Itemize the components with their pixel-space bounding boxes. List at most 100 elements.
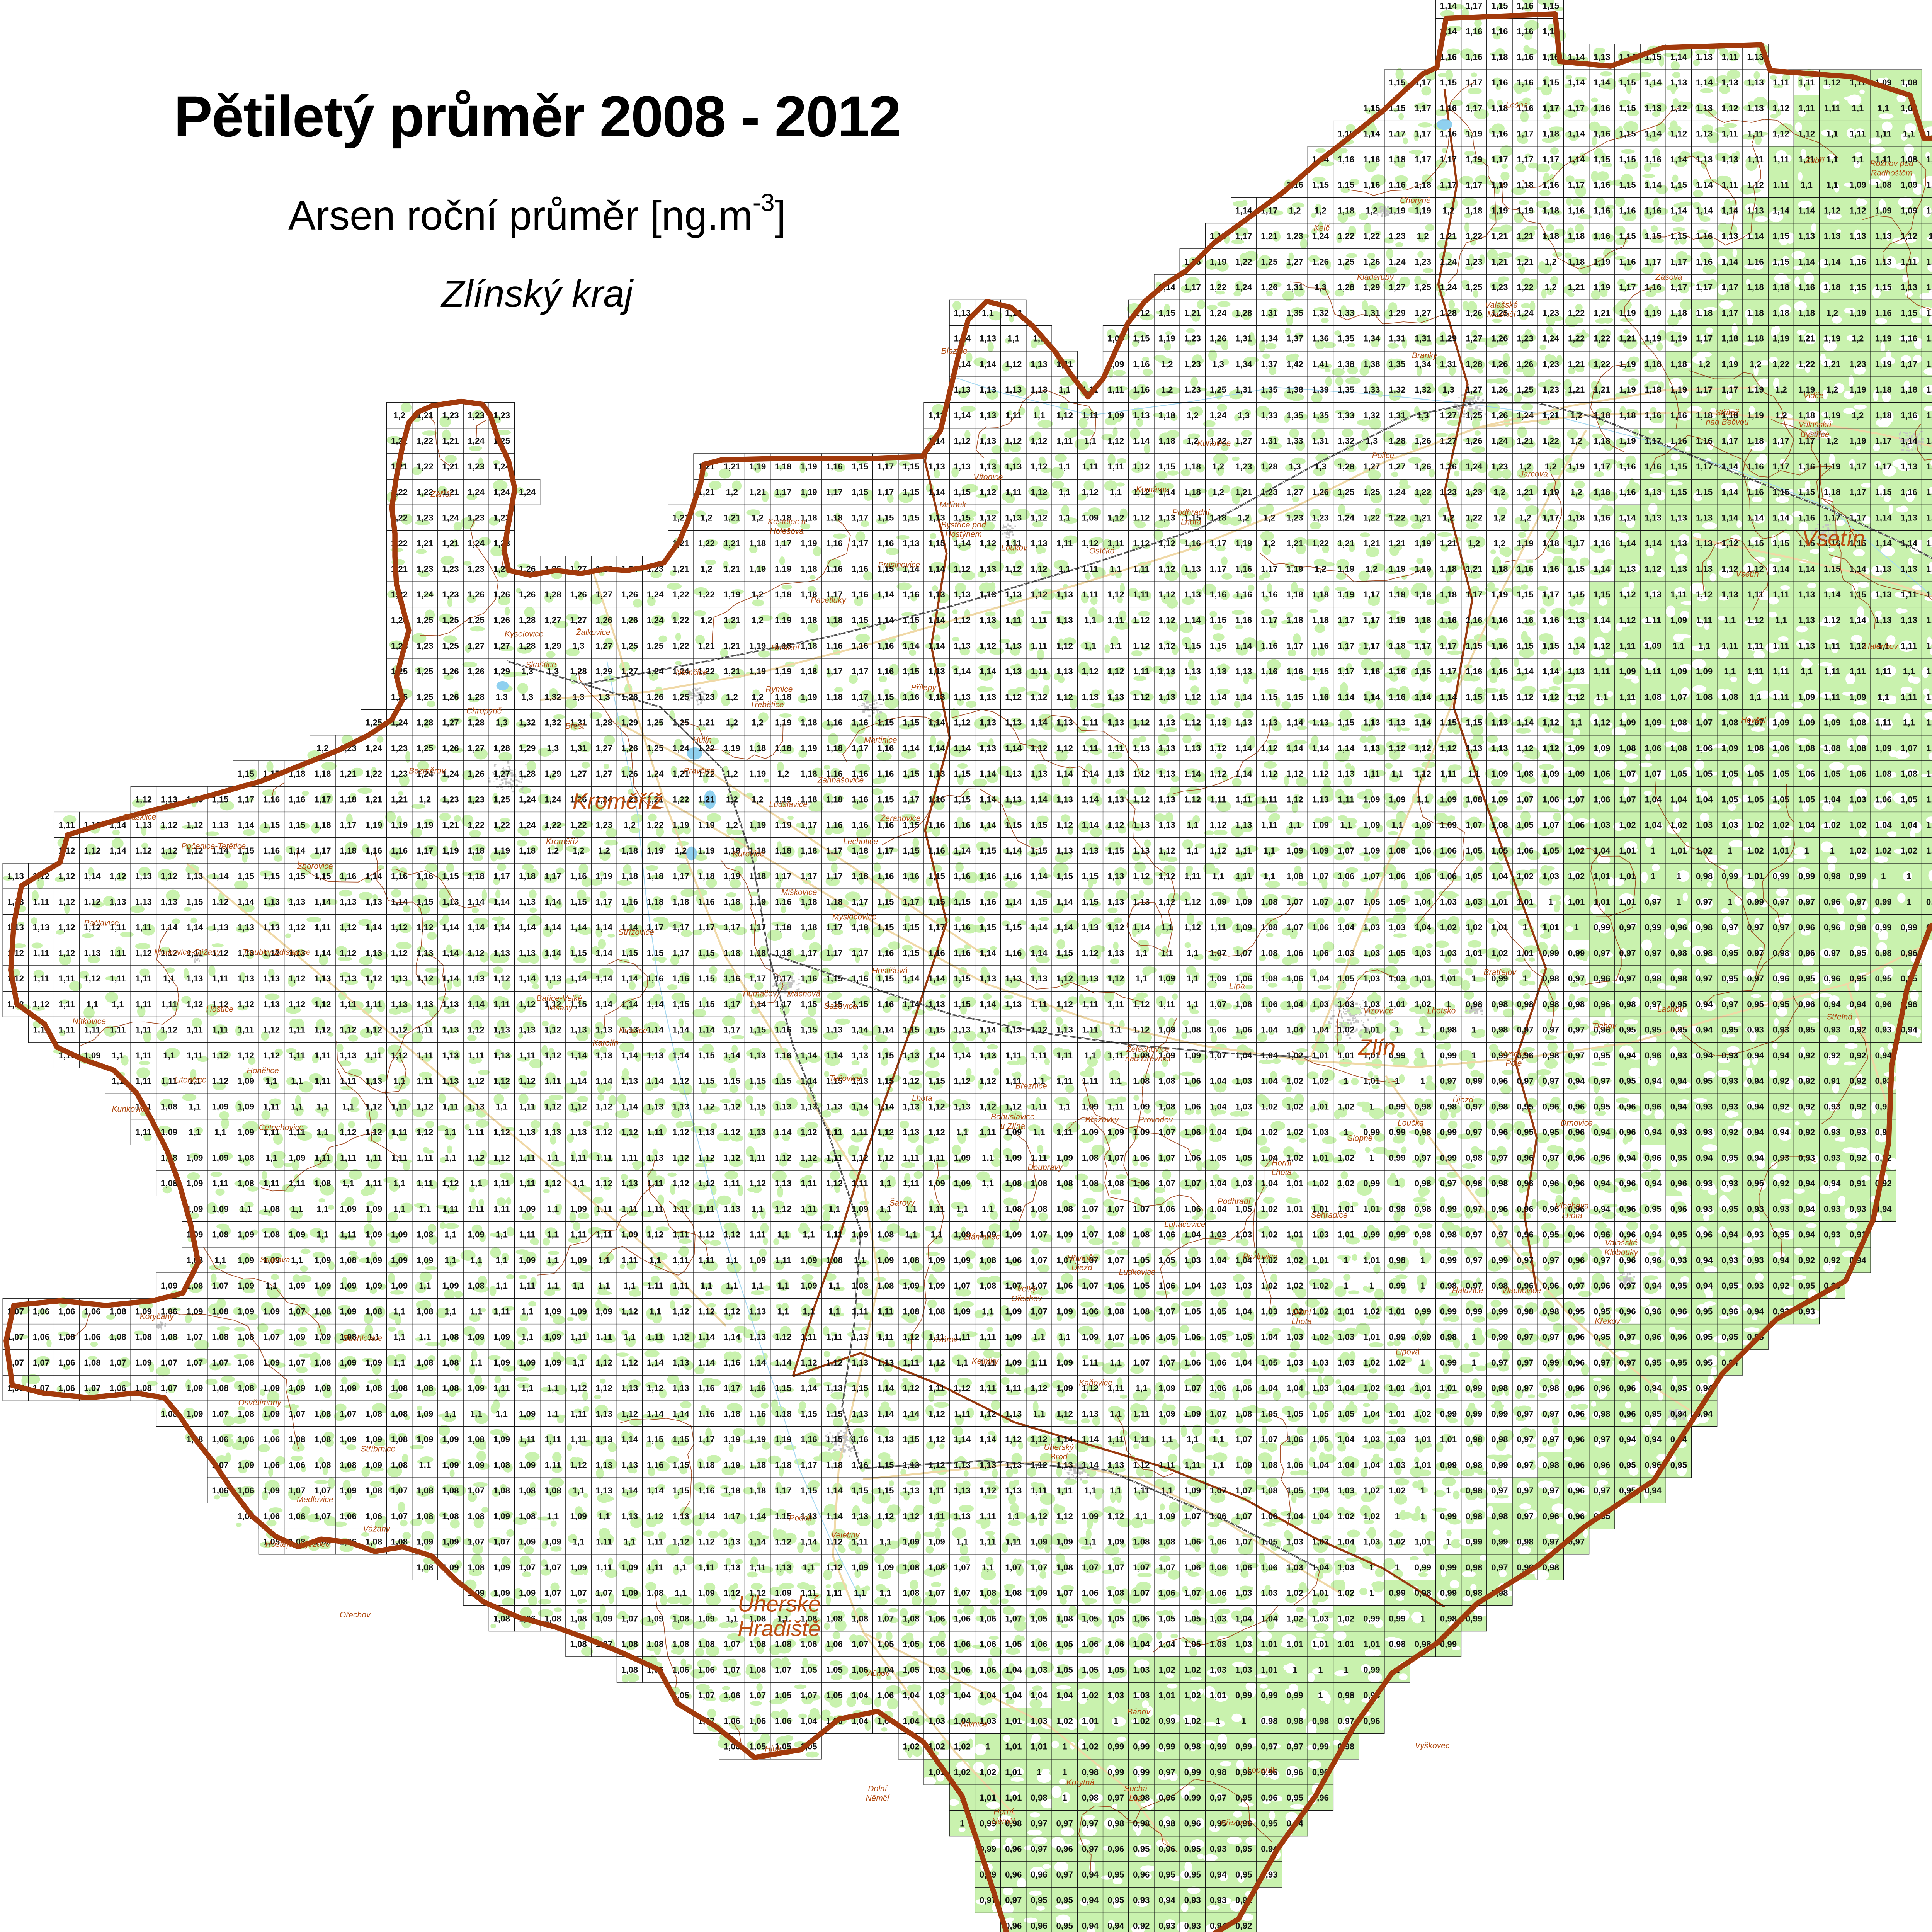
urban-area <box>196 959 198 961</box>
urban-area <box>507 761 509 763</box>
urban-area <box>384 665 385 666</box>
urban-area <box>863 704 865 705</box>
urban-area <box>1359 1004 1360 1005</box>
urban-area <box>686 690 688 691</box>
lake <box>497 681 509 690</box>
urban-area <box>863 709 866 711</box>
urban-area <box>1471 408 1473 410</box>
urban-area <box>161 1328 162 1329</box>
urban-area <box>512 791 514 793</box>
urban-area <box>638 534 639 535</box>
urban-area <box>510 772 513 774</box>
urban-area <box>868 715 871 717</box>
urban-area <box>1067 1472 1070 1473</box>
map-title: Pětiletý průměr 2008 - 2012 <box>54 83 1020 150</box>
urban-area <box>1015 526 1016 527</box>
urban-area <box>1005 526 1007 528</box>
urban-area <box>388 662 390 663</box>
urban-area <box>505 782 507 785</box>
urban-area <box>694 695 697 697</box>
urban-area <box>1478 405 1480 406</box>
urban-area <box>388 661 391 663</box>
region-name-title: Zlínský kraj <box>54 272 1020 316</box>
urban-area <box>1471 1009 1473 1010</box>
urban-area <box>160 1321 161 1323</box>
urban-area <box>781 986 782 987</box>
urban-area <box>494 765 495 767</box>
urban-area <box>643 533 645 534</box>
urban-area <box>1007 531 1008 534</box>
urban-area <box>1359 1014 1360 1015</box>
urban-area <box>1011 528 1013 529</box>
urban-area <box>879 711 882 713</box>
urban-area <box>845 1432 847 1434</box>
urban-area <box>844 1449 846 1451</box>
urban-area <box>522 787 524 788</box>
urban-area <box>1922 441 1923 443</box>
urban-area <box>525 764 527 765</box>
urban-area <box>873 707 876 709</box>
urban-area <box>1343 1011 1344 1013</box>
urban-area <box>642 534 645 535</box>
urban-area <box>643 532 644 534</box>
urban-area <box>1627 1273 1629 1275</box>
subtitle-prefix: Arsen roční průměr [ng.m <box>288 193 753 238</box>
urban-area <box>1668 1417 1669 1418</box>
urban-area <box>502 789 503 790</box>
urban-area <box>1350 1013 1351 1014</box>
urban-area <box>694 688 696 689</box>
urban-area <box>494 764 497 765</box>
urban-area <box>1351 1023 1352 1024</box>
urban-area <box>1899 433 1900 435</box>
urban-area <box>1085 1472 1086 1473</box>
urban-area <box>639 532 641 534</box>
urban-area <box>1082 1472 1083 1474</box>
urban-area <box>697 688 699 690</box>
urban-area <box>385 658 387 661</box>
urban-area <box>640 529 642 530</box>
urban-area <box>643 534 645 537</box>
urban-area <box>1330 1018 1333 1020</box>
urban-area <box>388 664 389 665</box>
urban-area <box>1004 532 1006 533</box>
urban-area <box>1328 1021 1330 1023</box>
urban-area <box>777 1761 778 1763</box>
urban-area <box>1087 1474 1089 1476</box>
urban-area <box>1380 206 1383 207</box>
urban-area <box>502 782 503 784</box>
urban-area <box>511 774 513 777</box>
urban-area <box>1906 450 1908 451</box>
urban-area <box>1905 433 1908 434</box>
urban-area <box>648 533 650 534</box>
urban-area <box>1466 1010 1468 1012</box>
urban-area <box>1463 416 1465 417</box>
urban-area <box>692 689 694 691</box>
page: { "title": { "line1": "Pětiletý průměr 2… <box>0 0 1932 1932</box>
urban-area <box>381 663 383 665</box>
urban-area <box>1356 1029 1358 1031</box>
urban-area <box>1465 400 1468 402</box>
urban-area <box>194 961 196 963</box>
map-subtitle: Arsen roční průměr [ng.m-3] <box>54 192 1020 239</box>
urban-area <box>384 658 386 660</box>
urban-area <box>1006 536 1007 538</box>
urban-area <box>1458 412 1459 415</box>
urban-area <box>829 1448 831 1450</box>
urban-area <box>829 1432 831 1433</box>
urban-area <box>381 664 384 666</box>
urban-area <box>1330 1023 1332 1024</box>
urban-area <box>1005 533 1006 534</box>
urban-area <box>1825 524 1827 526</box>
urban-area <box>776 1760 779 1762</box>
urban-area <box>1012 534 1014 535</box>
urban-area <box>1480 1010 1483 1012</box>
urban-area <box>844 1434 845 1435</box>
urban-area <box>842 1447 844 1449</box>
urban-area <box>1475 400 1476 402</box>
urban-area <box>1623 1273 1625 1274</box>
urban-area <box>874 710 875 711</box>
urban-area <box>873 712 875 714</box>
urban-area <box>1458 408 1460 410</box>
urban-area <box>1911 446 1912 447</box>
urban-area <box>1004 527 1005 528</box>
